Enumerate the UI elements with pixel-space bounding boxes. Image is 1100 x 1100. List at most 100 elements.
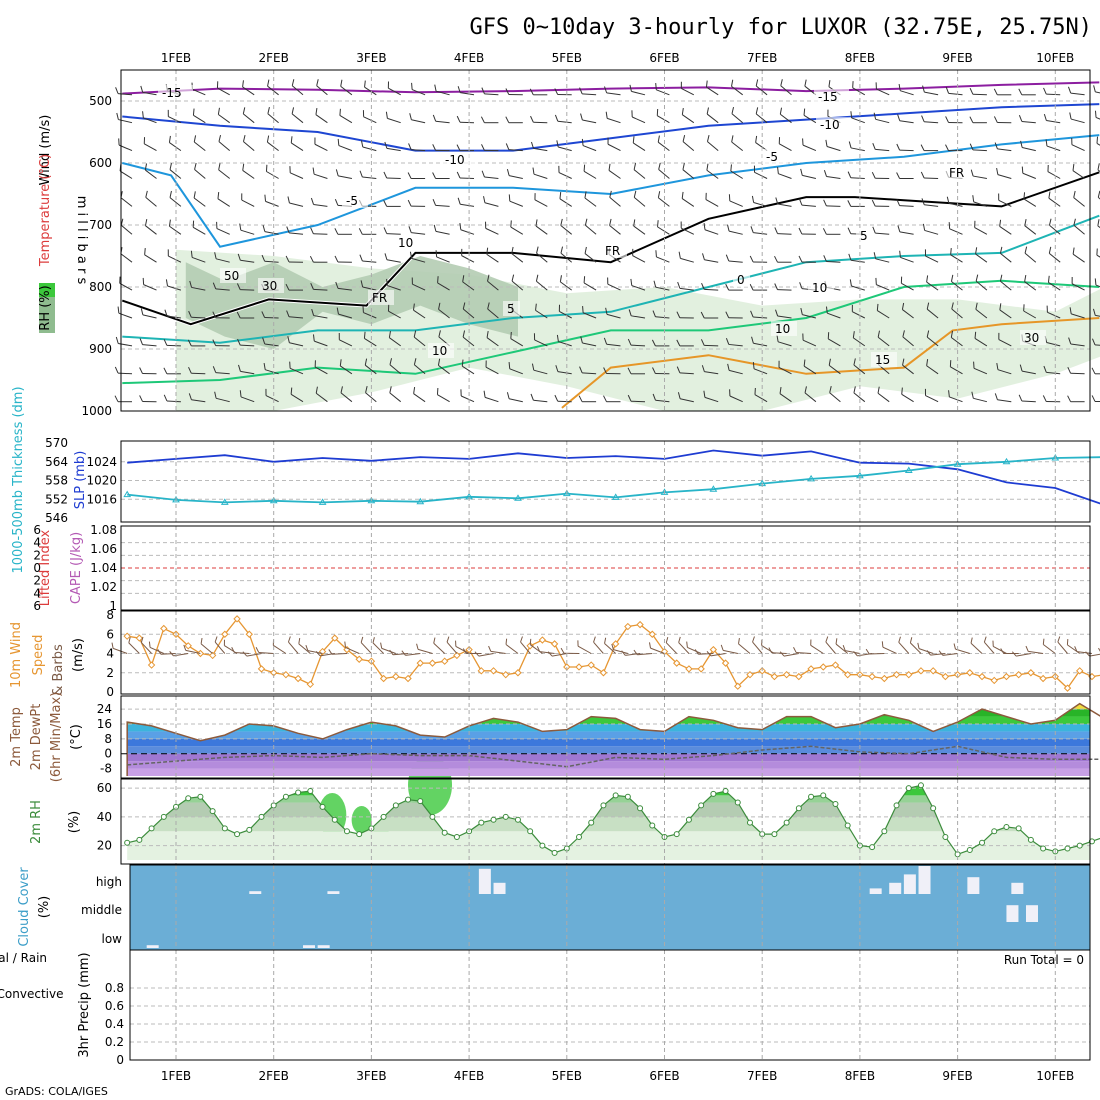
wind-barb xyxy=(823,255,841,263)
barb-flag xyxy=(898,636,901,643)
cloud-unit-label: (%) xyxy=(37,896,52,919)
barb-flag xyxy=(1097,163,1100,170)
rh2m-marker xyxy=(1064,845,1071,852)
temperature-band xyxy=(127,716,1090,724)
wind-barb xyxy=(651,339,670,347)
barb-staff xyxy=(584,197,597,207)
barb-flag xyxy=(223,639,225,646)
wind-barb xyxy=(779,386,792,403)
barb-staff xyxy=(973,201,988,207)
barb-flag xyxy=(896,172,901,179)
wind-barb xyxy=(725,311,743,319)
barb-flag xyxy=(312,167,315,175)
barb-staff xyxy=(828,364,841,375)
wind-barb xyxy=(216,81,230,96)
rh2m-marker xyxy=(905,785,912,792)
wind-barb xyxy=(261,254,279,263)
barb-staff xyxy=(388,310,401,319)
rh-high-blob xyxy=(351,806,372,834)
wind10-barb xyxy=(474,651,494,657)
wind-barb xyxy=(1047,164,1061,179)
wind10-barb xyxy=(611,643,629,654)
wind-barb xyxy=(481,87,499,96)
barb-staff xyxy=(728,343,743,347)
wind-barb xyxy=(408,226,426,235)
barb-flag xyxy=(236,311,241,319)
contour-label-5: 5 xyxy=(860,229,868,243)
wind10-marker xyxy=(770,672,779,681)
barb-flag xyxy=(291,79,295,86)
barb-staff xyxy=(850,147,865,152)
thickness-marker xyxy=(562,489,571,497)
barb-flag xyxy=(359,254,363,262)
wind10-marker xyxy=(624,622,632,631)
barb-staff xyxy=(240,229,255,235)
wind-barb xyxy=(945,116,963,124)
wind-barb xyxy=(603,395,621,403)
wind-barb xyxy=(902,330,914,347)
cloud-axis-label: Cloud Cover xyxy=(17,867,32,947)
wind-barb xyxy=(289,166,304,179)
barb-flag xyxy=(386,278,388,286)
rh2m-marker xyxy=(539,842,546,849)
barb-flag xyxy=(727,363,730,371)
wind-barb xyxy=(266,135,279,151)
wind-barb xyxy=(901,387,914,403)
wind10-marker xyxy=(147,661,156,669)
wind-barb xyxy=(480,116,499,124)
barb-staff xyxy=(613,649,629,654)
barb-staff xyxy=(240,396,255,403)
wind10-barb xyxy=(694,649,714,655)
barb-flag xyxy=(1096,136,1099,144)
wind-barb xyxy=(554,114,572,124)
wind-barb xyxy=(655,250,670,263)
barb-flag xyxy=(335,281,339,289)
barb-staff xyxy=(631,315,646,319)
wind-barb xyxy=(316,79,328,96)
wind10-marker xyxy=(428,659,437,667)
barb-flag xyxy=(1024,246,1028,254)
contour-label-FR: FR xyxy=(949,166,964,180)
wind-barb xyxy=(554,88,572,96)
temp2m-tick: 16 xyxy=(97,717,112,731)
wind-barb xyxy=(312,334,328,347)
barb-flag xyxy=(436,387,439,395)
barb-staff xyxy=(942,653,958,656)
wind-barb xyxy=(950,248,963,263)
wind-barb xyxy=(265,164,279,179)
barb-staff xyxy=(983,641,995,654)
wind-barb xyxy=(262,225,279,235)
wind-barb xyxy=(163,367,181,375)
barb-flag xyxy=(922,85,925,93)
cloud-bar-high xyxy=(249,891,262,894)
barb-flag xyxy=(881,641,884,648)
wind-barb xyxy=(214,252,230,263)
barb-flag xyxy=(115,87,119,94)
temp2m-tick: -8 xyxy=(100,762,112,776)
wind-barb xyxy=(584,218,597,235)
barb-staff xyxy=(655,286,670,291)
cloud-bar-high xyxy=(869,888,882,894)
barb-flag xyxy=(655,250,657,257)
barb-staff xyxy=(234,651,250,654)
barb-staff xyxy=(215,258,230,263)
barb-staff xyxy=(780,85,792,96)
barb-staff xyxy=(899,231,914,235)
barb-flag xyxy=(212,282,217,290)
barb-flag xyxy=(435,250,438,257)
wind10-marker xyxy=(746,670,754,679)
wind10-barb xyxy=(881,641,897,654)
wind-barb xyxy=(922,223,939,235)
wind-barb xyxy=(383,171,401,179)
barb-staff xyxy=(560,281,572,291)
barb-flag xyxy=(972,195,975,202)
wind10-barb xyxy=(298,638,311,654)
barb-flag xyxy=(800,168,803,176)
wind-barb xyxy=(627,338,646,347)
barb-staff xyxy=(898,642,910,654)
wind-barb xyxy=(261,311,279,319)
barb-flag xyxy=(579,366,583,374)
rh2m-marker xyxy=(930,805,937,812)
wind-barb xyxy=(706,107,719,124)
rh2m-marker xyxy=(478,819,485,826)
